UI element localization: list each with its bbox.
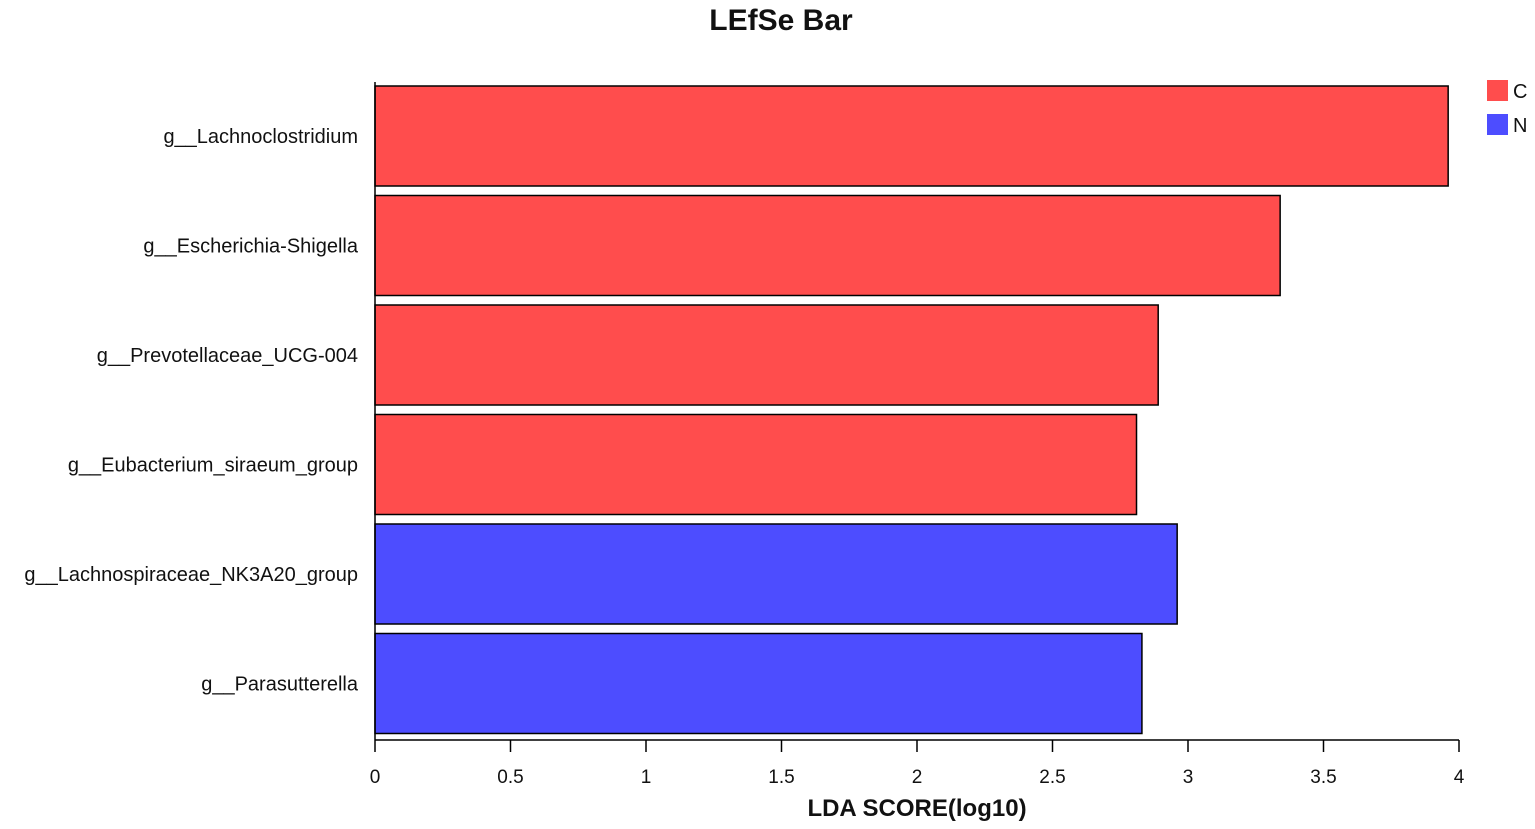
x-tick-label-9: 4 <box>1454 767 1465 788</box>
bar-6 <box>374 632 1143 735</box>
category-label-5: g__Lachnospiraceae_NK3A20_group <box>24 564 358 586</box>
category-labels: g__Lachnoclostridium g__Escherichia-Shige… <box>24 126 358 696</box>
legend-label-c: C <box>1513 81 1527 103</box>
category-label-6: g__Parasutterella <box>201 674 359 696</box>
x-tick-label-2: 0.5 <box>497 767 523 788</box>
x-tick-label-6: 2.5 <box>1039 767 1065 788</box>
legend: CN <box>1487 80 1527 137</box>
bar-4 <box>374 413 1138 516</box>
x-tick-label-7: 3 <box>1183 767 1194 788</box>
x-tick-label-3: 1 <box>641 767 652 788</box>
x-tick-label-4: 1.5 <box>768 767 794 788</box>
bar-1 <box>374 85 1449 187</box>
category-label-4: g__Eubacterium_siraeum_group <box>68 455 358 477</box>
legend-label-n: N <box>1513 115 1527 137</box>
bars-layer <box>374 85 1449 735</box>
legend-swatch-n <box>1487 114 1508 135</box>
category-label-2: g__Escherichia-Shigella <box>143 236 358 258</box>
chart-title: LEfSe Bar <box>709 4 853 37</box>
x-axis-ticks: 0 0.5 1 1.5 2 2.5 3 3.5 4 <box>370 740 1465 788</box>
x-axis-title: LDA SCORE(log10) <box>807 795 1026 822</box>
bar-2 <box>374 194 1281 297</box>
x-tick-label-5: 2 <box>912 767 923 788</box>
category-label-3: g__Prevotellaceae_UCG-004 <box>97 345 358 367</box>
bar-3 <box>374 304 1159 406</box>
x-tick-label-8: 3.5 <box>1310 767 1336 788</box>
legend-swatch-c <box>1487 80 1508 101</box>
x-tick-label-1: 0 <box>370 767 381 788</box>
category-label-1: g__Lachnoclostridium <box>163 126 358 148</box>
bar-5 <box>374 523 1178 625</box>
